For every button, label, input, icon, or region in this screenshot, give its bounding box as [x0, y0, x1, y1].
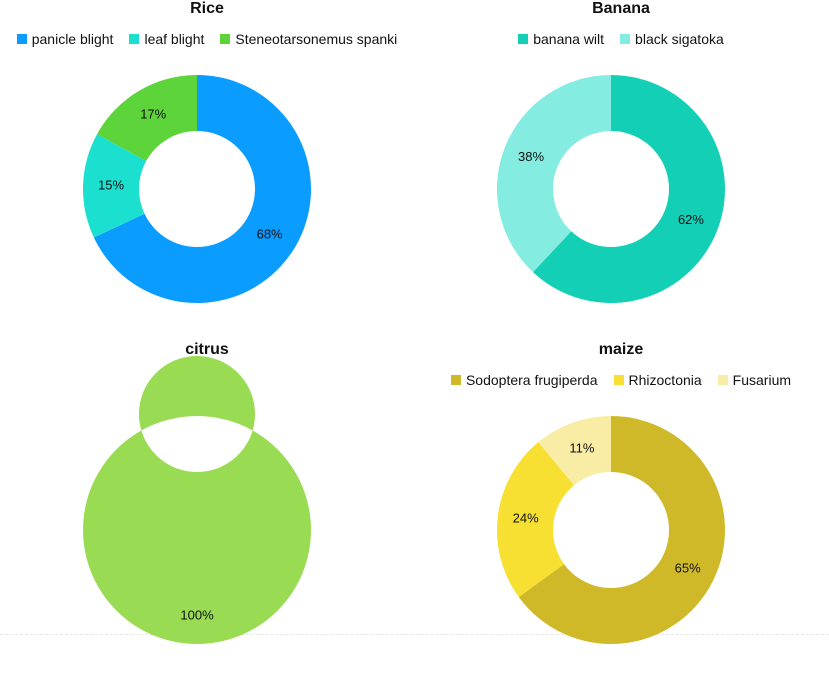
donut-chart: 62% 38% — [497, 74, 725, 303]
legend: banana wilt black sigatoka — [414, 31, 828, 47]
legend: Sodoptera frugiperda Rhizoctonia Fusarium — [414, 372, 828, 388]
donut-chart: 100% — [82, 356, 311, 644]
legend-swatch — [613, 375, 624, 385]
legend-swatch — [620, 34, 631, 44]
citrus-chart: citrus HLB 100% — [0, 341, 414, 682]
slice-fusarium — [538, 416, 611, 486]
legend-item-sodoptera-frugiperda: Sodoptera frugiperda — [450, 372, 598, 388]
legend-label: Steneotarsonemus spanki — [235, 31, 398, 47]
slice-label-black-sigatoka: 38% — [518, 149, 544, 164]
legend-label: Fusarium — [732, 372, 792, 388]
slice-leaf-blight — [83, 134, 147, 238]
slice-sodoptera-frugiperda — [518, 416, 725, 644]
slice-label-hlb: 100% — [180, 607, 214, 622]
legend-swatch — [518, 34, 529, 44]
rice-chart: Rice panicle blight leaf blight Steneotars… — [0, 0, 414, 341]
chart-title: maize — [598, 341, 644, 358]
legend-label: leaf blight — [144, 31, 205, 47]
chart-title: Banana — [592, 0, 650, 17]
divider-line — [0, 634, 829, 635]
legend-item-banana-wilt: banana wilt — [518, 31, 604, 47]
slice-label-fusarium: 11% — [569, 441, 594, 456]
slice-hlb — [82, 356, 311, 644]
legend-swatch — [16, 34, 27, 44]
donut-chart: 65% 24% 11% — [497, 416, 725, 644]
legend-swatch — [450, 375, 461, 385]
legend-swatch — [129, 34, 140, 44]
legend-swatch — [220, 34, 231, 44]
legend-item-rhizoctonia: Rhizoctonia — [613, 372, 702, 388]
legend-label: Sodoptera frugiperda — [465, 372, 598, 388]
slice-label-leaf-blight: 15% — [98, 178, 124, 193]
legend-label: panicle blight — [31, 31, 114, 47]
legend-item-black-sigatoka: black sigatoka — [620, 31, 724, 47]
legend: panicle blight leaf blight Steneotarsonemu… — [0, 31, 414, 47]
slice-label-panicle-blight: 68% — [257, 227, 283, 242]
banana-chart: Banana banana wilt black sigatoka 62% 38% — [414, 0, 828, 341]
chart-title: citrus — [185, 341, 229, 358]
donut-chart: 68% 15% 17% — [83, 75, 311, 303]
legend-label: Rhizoctonia — [628, 372, 702, 388]
chart-title: Rice — [190, 0, 224, 17]
legend-label: black sigatoka — [635, 31, 724, 47]
slice-label-steneotarsonemus-spanki: 17% — [140, 106, 166, 121]
legend-item-fusarium: Fusarium — [717, 372, 792, 388]
slice-black-sigatoka — [497, 74, 611, 273]
slice-steneotarsonemus-spanki — [97, 75, 197, 162]
legend-item-steneotarsonemus-spanki: Steneotarsonemus spanki — [220, 31, 397, 47]
slice-label-banana-wilt: 62% — [678, 212, 704, 227]
slice-label-rhizoctonia: 24% — [513, 511, 539, 526]
maize-chart: maize Sodoptera frugiperda Rhizoctonia Fus… — [414, 341, 828, 682]
slice-panicle-blight — [93, 75, 311, 303]
slice-label-sodoptera-frugiperda: 65% — [675, 560, 701, 575]
slice-rhizoctonia — [497, 442, 575, 598]
legend-item-leaf-blight: leaf blight — [129, 31, 204, 47]
legend-label: banana wilt — [533, 31, 605, 47]
legend-item-panicle-blight: panicle blight — [16, 31, 114, 47]
slice-banana-wilt — [532, 75, 725, 303]
legend-swatch — [717, 375, 728, 385]
